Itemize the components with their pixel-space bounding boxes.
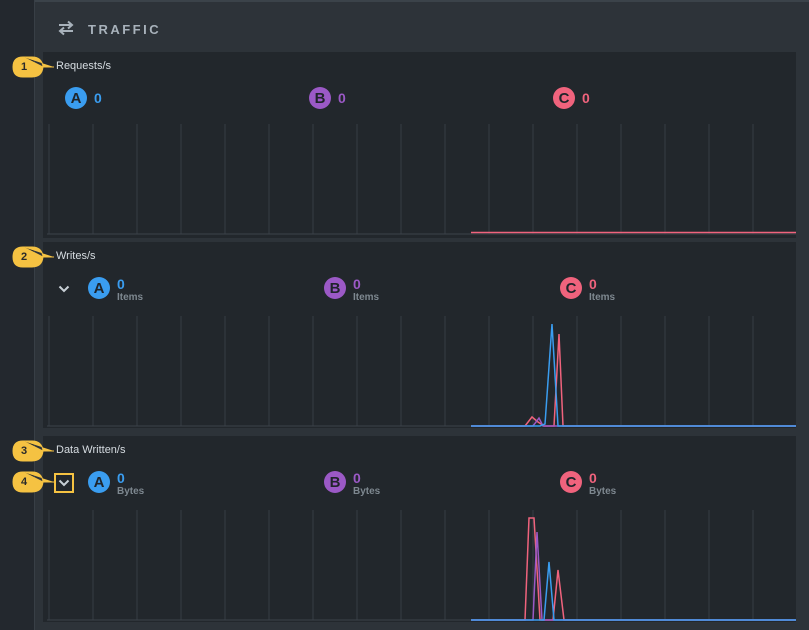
requests-section: Requests/s A 0 B 0 C 0 [43, 52, 796, 238]
stat-b: B 0 [309, 87, 346, 109]
stat-a: A 0 Bytes [88, 471, 144, 497]
expand-chevron[interactable] [57, 282, 71, 296]
badge-b: B [324, 471, 346, 493]
chart-grid [48, 316, 754, 426]
stat-unit: Items [117, 292, 144, 303]
badge-b: B [324, 277, 346, 299]
stat-a: A 0 Items [88, 277, 143, 303]
stat-unit: Bytes [353, 486, 381, 497]
stat-unit: Items [589, 292, 616, 303]
stat-value: 0 [582, 90, 590, 106]
badge-a: A [88, 471, 110, 493]
series-a-line [471, 561, 796, 621]
badge-a: A [65, 87, 87, 109]
expand-chevron[interactable] [54, 473, 74, 493]
data-written-section: Data Written/s A 0 Bytes B 0 Bytes C 0 B… [43, 436, 796, 622]
section-title: Data Written/s [56, 444, 126, 456]
series-c-line [471, 333, 796, 427]
stat-value: 0 [353, 470, 361, 486]
callout-2: 2 [12, 246, 54, 268]
stat-unit: Items [353, 292, 380, 303]
stat-value: 0 [589, 470, 597, 486]
section-title: Writes/s [56, 250, 96, 262]
panel-header: TRAFFIC [35, 0, 809, 54]
stat-b: B 0 Bytes [324, 471, 380, 497]
series-b-line [471, 531, 796, 621]
stat-a: A 0 [65, 87, 102, 109]
stat-value: 0 [353, 276, 361, 292]
traffic-panel: TRAFFIC Requests/s A 0 B 0 C 0 Writes/s … [34, 0, 809, 630]
series-b-line [471, 416, 796, 427]
badge-c: C [560, 277, 582, 299]
stat-c: C 0 Items [560, 277, 615, 303]
stat-c: C 0 Bytes [560, 471, 616, 497]
badge-b: B [309, 87, 331, 109]
requests-chart [47, 124, 796, 235]
data-written-chart [47, 510, 796, 621]
stat-value: 0 [589, 276, 597, 292]
chevron-down-icon [58, 285, 70, 293]
badge-a: A [88, 277, 110, 299]
writes-chart [47, 316, 796, 427]
stat-value: 0 [117, 470, 125, 486]
writes-section: Writes/s A 0 Items B 0 Items C 0 Items [43, 242, 796, 428]
section-title: Requests/s [56, 60, 112, 72]
stat-value: 0 [117, 276, 125, 292]
badge-c: C [560, 471, 582, 493]
stat-value: 0 [338, 90, 346, 106]
stat-c: C 0 [553, 87, 590, 109]
badge-c: C [553, 87, 575, 109]
chevron-down-icon [58, 479, 70, 487]
callout-number: 2 [20, 251, 28, 263]
callout-number: 4 [20, 476, 28, 488]
series-c-line [471, 517, 796, 621]
stat-value: 0 [94, 90, 102, 106]
callout-number: 1 [20, 61, 28, 73]
callout-1: 1 [12, 56, 54, 78]
panel-title: TRAFFIC [88, 22, 162, 37]
stat-unit: Bytes [589, 486, 617, 497]
stat-b: B 0 Items [324, 277, 379, 303]
chart-grid [48, 510, 754, 620]
swap-arrows-icon [58, 20, 74, 36]
callout-3: 3 [12, 440, 54, 462]
callout-4: 4 [12, 471, 54, 493]
series-a-line [471, 323, 796, 427]
callout-number: 3 [20, 445, 28, 457]
chart-grid [48, 124, 754, 234]
stat-unit: Bytes [117, 486, 145, 497]
left-gutter [0, 0, 34, 630]
